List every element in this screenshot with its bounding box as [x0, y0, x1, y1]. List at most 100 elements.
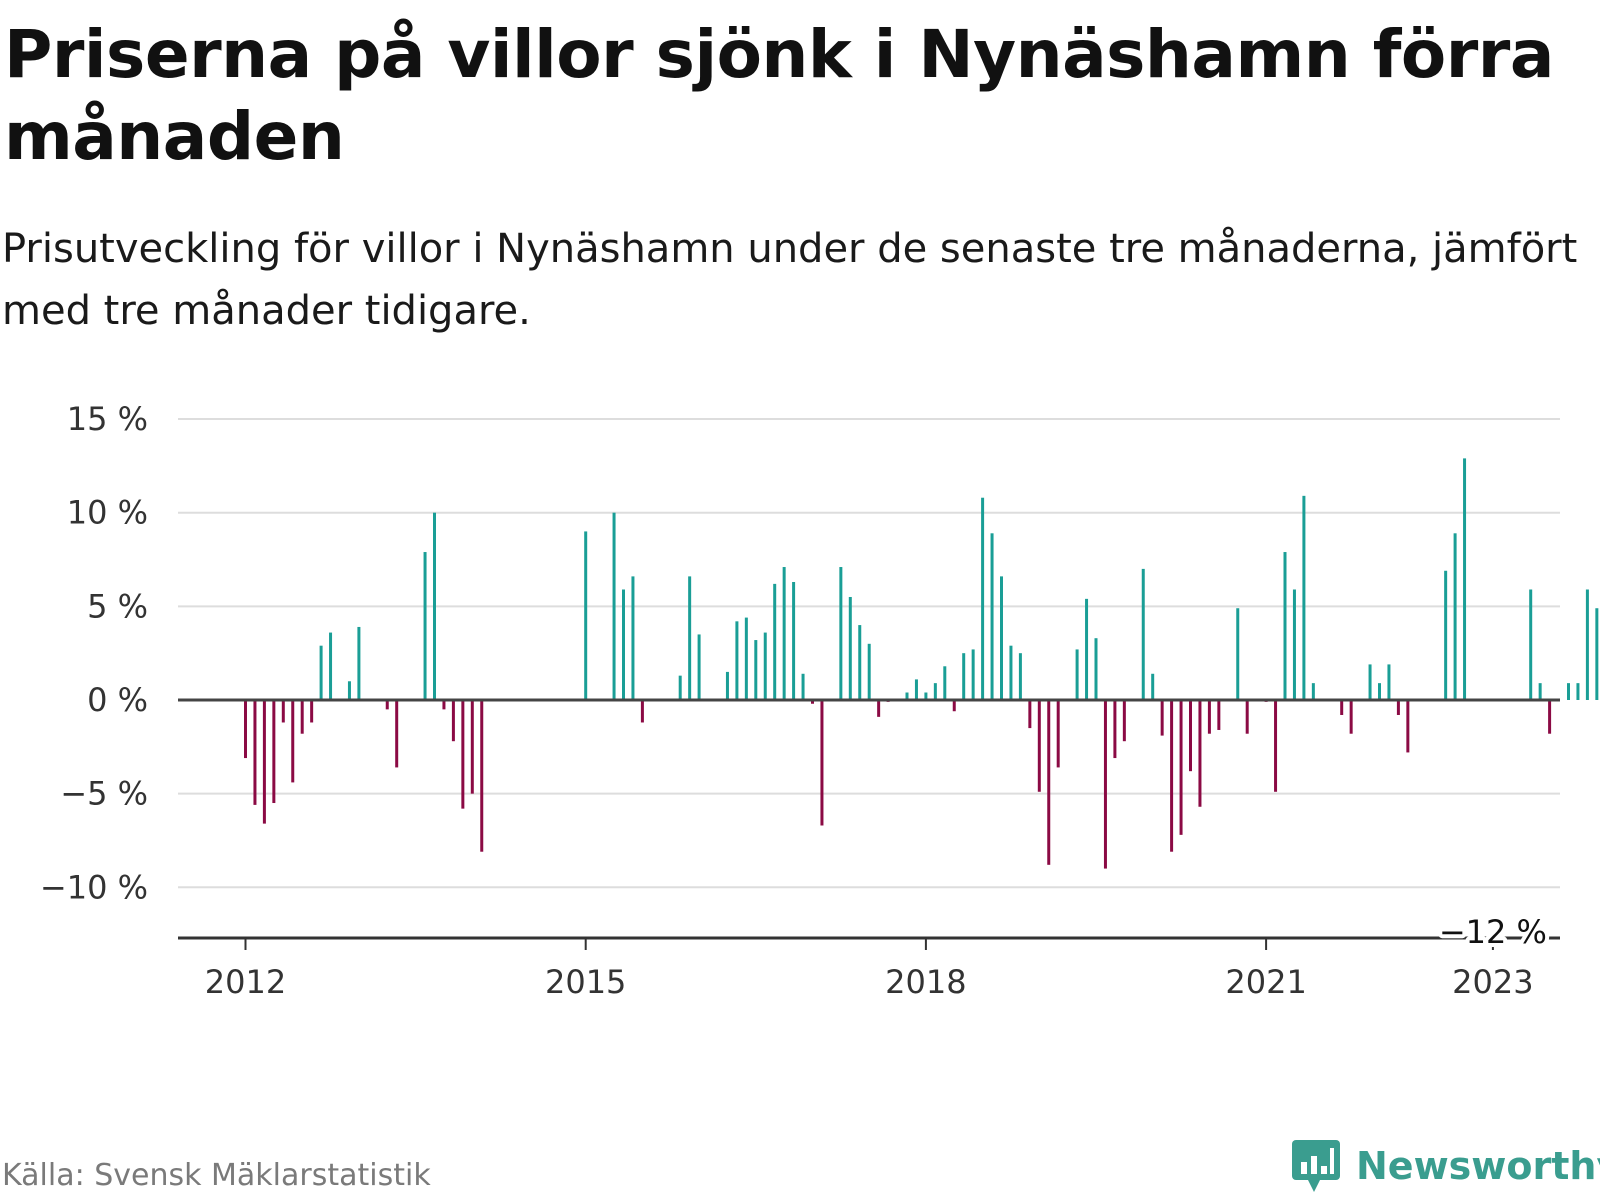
bar [1585, 589, 1589, 700]
bar [1141, 568, 1145, 700]
bar [1056, 700, 1060, 768]
bar [347, 681, 351, 700]
bar [905, 692, 909, 700]
value-annotation: −12 % [1439, 913, 1547, 951]
x-tick-label: 2018 [885, 963, 966, 1001]
bar [1047, 700, 1051, 865]
bar [584, 531, 588, 700]
bar [914, 679, 918, 700]
bar [820, 700, 824, 826]
bar [924, 692, 928, 700]
bar [1302, 495, 1306, 700]
bar [480, 700, 484, 852]
bar [725, 671, 729, 700]
bar [811, 700, 814, 704]
bar [1567, 683, 1570, 700]
logo-chat-icon [1292, 1140, 1340, 1192]
y-tick-label: −10 % [40, 868, 148, 906]
bar [1444, 570, 1448, 700]
bar [1396, 700, 1400, 715]
bar [1217, 700, 1221, 730]
bar [1028, 700, 1032, 729]
bar [300, 700, 304, 734]
chart-subtitle: Prisutveckling för villor i Nynäshamn un… [2, 226, 1578, 334]
bar [1283, 552, 1287, 700]
bar [1406, 700, 1410, 753]
axis-layer [178, 698, 1560, 950]
bar [395, 700, 399, 768]
bar [962, 653, 966, 700]
bar [678, 675, 682, 700]
bar [688, 576, 692, 700]
bars-layer [244, 458, 1599, 869]
bar [1037, 700, 1041, 792]
bar [792, 582, 796, 700]
bar [1103, 700, 1107, 869]
y-tick-label: 5 % [87, 587, 148, 625]
bar [310, 700, 314, 723]
bar [773, 583, 777, 700]
bar-chart: 15 % 10 % 5 % 0 % −5 % −10 % 2012 2015 2018 2021 2… [40, 400, 1599, 1001]
bar [433, 512, 436, 700]
bar [1122, 700, 1126, 742]
bar [990, 533, 994, 700]
bar [1538, 683, 1542, 700]
bar [1349, 700, 1353, 734]
bar [848, 596, 852, 700]
bar [933, 683, 937, 700]
bar [622, 589, 625, 700]
bar [1274, 700, 1278, 792]
bar [1018, 653, 1022, 700]
bar [1207, 700, 1211, 734]
bar [1311, 683, 1315, 700]
bar [1340, 700, 1344, 715]
y-tick-label: 0 % [87, 681, 148, 719]
bar [877, 700, 881, 717]
bar [943, 666, 947, 700]
x-tick-label: 2023 [1452, 963, 1533, 1001]
bar [1198, 700, 1202, 807]
bar [319, 645, 323, 700]
bar [867, 643, 871, 700]
bar [1387, 664, 1391, 700]
y-tick-label: −5 % [60, 775, 148, 813]
bar [697, 634, 701, 700]
bar [858, 625, 862, 700]
bar [253, 700, 257, 805]
y-tick-label: 15 % [67, 400, 148, 438]
bar [1170, 700, 1174, 852]
bar [1548, 700, 1552, 734]
bar [272, 700, 276, 804]
chart-title: Priserna på villor sjönk i Nynäshamn för… [4, 16, 1554, 175]
bar [1292, 589, 1296, 700]
x-tick-label: 2021 [1225, 963, 1306, 1001]
bar [1113, 700, 1117, 759]
bar [461, 700, 465, 809]
y-tick-label: 10 % [67, 494, 148, 532]
bar [981, 497, 985, 700]
bar [470, 700, 474, 794]
bar [281, 700, 285, 723]
bar [612, 512, 616, 700]
x-tick-label: 2012 [205, 963, 286, 1001]
bar [1000, 576, 1003, 700]
bar [1160, 700, 1164, 736]
bar [262, 700, 266, 824]
x-tick-label: 2015 [545, 963, 626, 1001]
bar [329, 632, 333, 700]
bar [754, 640, 758, 700]
bar [640, 700, 644, 723]
source-note: Källa: Svensk Mäklarstatistik [2, 1158, 431, 1193]
bar [1085, 598, 1089, 700]
bar [1595, 608, 1599, 700]
bar [1576, 683, 1580, 700]
bar [801, 673, 805, 700]
bar [423, 552, 427, 700]
bar [1378, 683, 1381, 700]
bar [1368, 664, 1372, 700]
bar [291, 700, 295, 783]
bar [1009, 645, 1013, 700]
bar [952, 700, 956, 712]
bar [744, 617, 748, 700]
bar [839, 567, 843, 700]
